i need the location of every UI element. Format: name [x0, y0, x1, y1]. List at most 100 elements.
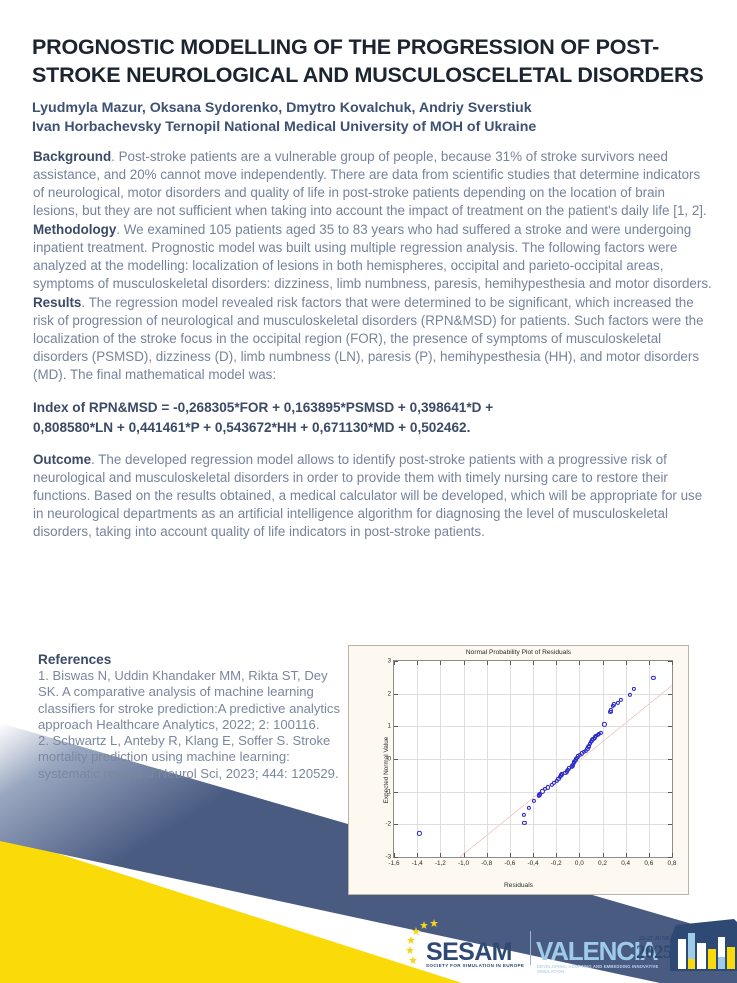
chart-gridline [533, 661, 534, 857]
chart-x-tick-label: 0,8 [667, 860, 677, 867]
sesam-tagline: SOCIETY FOR SIMULATION IN EUROPE [426, 963, 525, 968]
chart-plot-area: 3 2 1 0 -1 -2 -3 -1,6 -1,4 -1,2 -1,0 -0,8 -0,6 -0,4 -0… [385, 658, 676, 868]
chart-tick [394, 693, 398, 695]
poster-header: PROGNOSTIC MODELLING OF THE PROGRESSION … [32, 34, 704, 136]
references-title: References [38, 652, 112, 667]
chart-tick [672, 853, 673, 857]
chart-tick [394, 824, 398, 826]
chart-data-point [628, 692, 633, 698]
chart-gridline [556, 661, 558, 857]
page-title: PROGNOSTIC MODELLING OF THE PROGRESSION … [32, 35, 704, 87]
chart-x-tick-label: -1,4 [411, 860, 423, 867]
chart-tick [394, 661, 398, 662]
chart-tick [394, 857, 398, 858]
regression-formula: Index of RPN&MSD = -0,268305*FOR + 0,163… [33, 398, 713, 437]
chart-tick [668, 791, 672, 793]
chart-gridline [579, 661, 581, 857]
chart-tick [486, 661, 488, 665]
chart-gridline [463, 661, 465, 857]
chart-data-point [611, 702, 616, 707]
chart-tick [417, 853, 419, 857]
chart-gridline [648, 661, 650, 857]
chart-tick [602, 853, 604, 857]
valencia-skyline-icon [670, 919, 737, 971]
normal-probability-chart: Normal Probability Plot of Residuals Exp… [348, 645, 689, 895]
section-heading-results: Results [33, 295, 82, 311]
chart-tick [579, 853, 581, 857]
chart-tick [440, 661, 442, 665]
chart-tick [625, 853, 627, 857]
chart-tick [463, 853, 465, 857]
chart-x-tick-label: -1,6 [388, 860, 400, 867]
poster-body: Background. Post-stroke patients are a v… [33, 148, 713, 542]
chart-tick [486, 853, 488, 857]
chart-tick [556, 661, 558, 665]
chart-tick [668, 661, 672, 662]
chart-data-point [651, 675, 656, 681]
formula-line-2: 0,808580*LN + 0,441461*P + 0,543672*HH +… [33, 419, 471, 435]
chart-tick [394, 853, 395, 857]
event-dates: 25-27 JUNE [638, 935, 670, 942]
author-block: Lyudmyla Mazur, Oksana Sydorenko, Dmytro… [32, 99, 704, 136]
chart-x-tick-label: -0,6 [504, 860, 516, 867]
chart-y-tick-label: -2 [385, 820, 391, 828]
section-results: Results. The regression model revealed r… [33, 294, 713, 384]
chart-tick [394, 759, 398, 760]
chart-tick [533, 853, 534, 857]
section-methodology: Methodology. We examined 105 patients ag… [33, 221, 713, 293]
chart-tick [668, 759, 672, 760]
section-text-results: . The regression model revealed risk fac… [33, 295, 704, 383]
chart-tick [463, 661, 465, 665]
chart-tick [417, 661, 419, 665]
chart-gridline [440, 661, 442, 857]
chart-tick [668, 824, 672, 826]
chart-data-point [615, 700, 620, 705]
affiliation: Ivan Horbachevsky Ternopil National Medi… [32, 118, 537, 135]
chart-tick [394, 726, 398, 728]
conference-footer: SESAM SOCIETY FOR SIMULATION IN EUROPE V… [406, 913, 737, 974]
chart-gridline [486, 661, 488, 857]
chart-data-point [618, 698, 623, 703]
chart-x-tick-label: -0,2 [550, 860, 562, 867]
chart-data-point [609, 708, 614, 713]
section-heading-methodology: Methodology [33, 222, 117, 238]
logo-divider [530, 931, 531, 965]
event-year: 2025 [636, 942, 673, 963]
logo-row: SESAM SOCIETY FOR SIMULATION IN EUROPE V… [406, 919, 737, 974]
chart-tick [668, 693, 672, 695]
chart-tick [556, 853, 558, 857]
formula-line-1: Index of RPN&MSD = -0,268305*FOR + 0,163… [33, 400, 494, 416]
chart-tick [509, 661, 511, 665]
chart-tick [668, 857, 672, 858]
section-outcome: Outcome. The developed regression model … [33, 451, 713, 541]
chart-y-tick-label: 2 [387, 690, 391, 698]
section-heading-outcome: Outcome [33, 452, 92, 467]
chart-data-point [631, 686, 636, 692]
chart-x-tick-label: -0,8 [481, 860, 493, 867]
chart-y-tick-label: 0 [387, 755, 391, 763]
chart-y-tick-label: -1 [385, 788, 391, 796]
chart-tick [648, 661, 650, 665]
chart-y-tick-label: 3 [387, 657, 391, 665]
section-text-outcome: . The developed regression model allows … [33, 452, 703, 540]
chart-tick [394, 661, 395, 665]
chart-gridline [625, 661, 627, 857]
reference-item: 2. Schwartz L, Anteby R, Klang E, Soffer… [38, 733, 339, 781]
section-heading-background: Background [33, 149, 112, 164]
references-block: References 1. Biswas N, Uddin Khandaker … [38, 652, 348, 782]
sesam-logo: SESAM SOCIETY FOR SIMULATION IN EUROPE [406, 919, 528, 971]
chart-tick [602, 661, 604, 665]
chart-gridline [509, 661, 511, 857]
chart-tick [668, 726, 672, 728]
chart-tick [579, 661, 581, 665]
chart-tick [533, 661, 534, 665]
chart-gridline [417, 661, 419, 857]
chart-title: Normal Probability Plot of Residuals [465, 649, 572, 656]
chart-tick [509, 853, 511, 857]
chart-tick [394, 791, 398, 793]
valencia-logo: VALENCIA DEVELOPING, ADOPTING AND EMBEDD… [536, 919, 673, 974]
chart-x-tick-label: 0,6 [644, 860, 654, 867]
chart-x-tick-label: -1,2 [434, 860, 446, 867]
section-text-background: . Post-stroke patients are a vulnerable … [33, 149, 707, 219]
